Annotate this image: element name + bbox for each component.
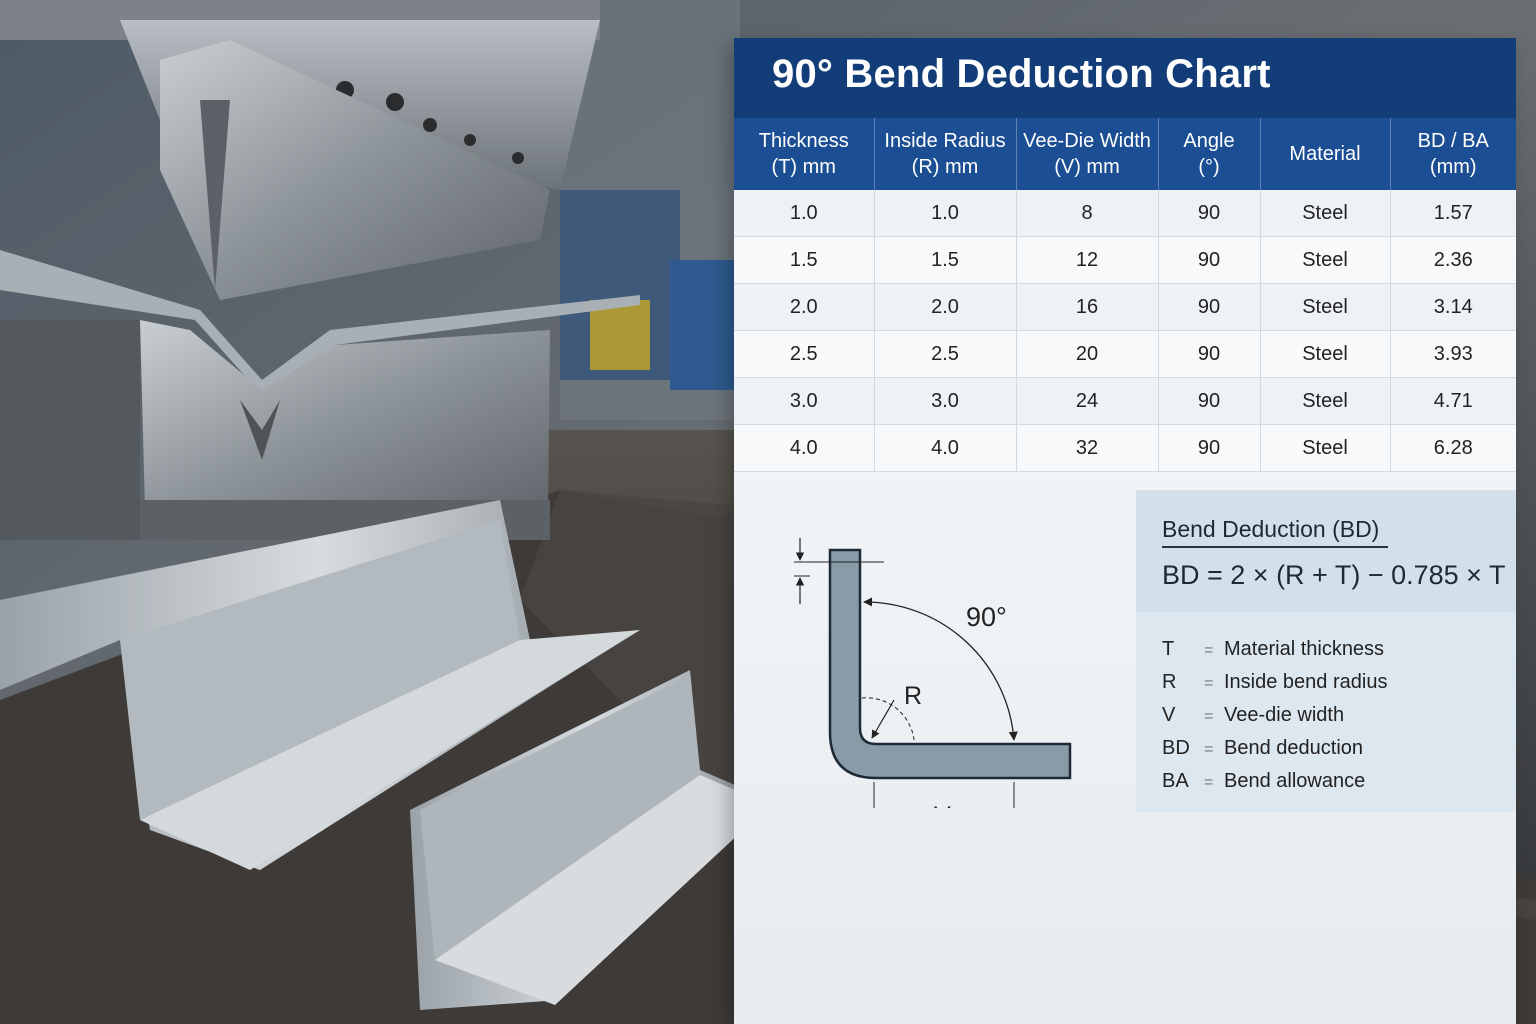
radius-arrow (871, 699, 895, 739)
formula-underline (1162, 546, 1388, 548)
table-cell: 1.0 (874, 190, 1017, 237)
header-angle: Angle (°) (1158, 118, 1261, 190)
legend-item-r: R = Inside bend radius (1162, 671, 1387, 694)
table-cell: 3.93 (1390, 330, 1516, 378)
table-cell: 4.0 (734, 424, 875, 472)
table-cell: 3.0 (874, 377, 1017, 425)
table-row: 1.5 1.5 12 90 Steel 2.36 (734, 236, 1516, 284)
table-cell: 1.5 (874, 236, 1017, 284)
table-cell: 6.28 (1390, 424, 1516, 472)
legend-item-v: V = Vee-die width (1162, 704, 1344, 727)
table-row: 4.0 4.0 32 90 Steel 6.28 (734, 424, 1516, 472)
table-row: 1.0 1.0 8 90 Steel 1.57 (734, 190, 1516, 237)
formula-header: Bend Deduction (BD) BD = 2 × (R + T) − 0… (1136, 490, 1516, 612)
table-cell: 90 (1158, 236, 1261, 284)
table-cell: 2.36 (1390, 236, 1516, 284)
header-bd-ba: BD / BA (mm) (1390, 118, 1516, 190)
table-cell: 12 (1016, 236, 1159, 284)
legend-item-bd: BD = Bend deduction (1162, 737, 1363, 760)
radius-label: R (904, 682, 922, 710)
table-header-row: Thickness (T) mm Inside Radius (R) mm Vee-… (734, 118, 1516, 190)
legend-item-t: T = Material thickness (1162, 638, 1384, 661)
table-cell: 24 (1016, 377, 1159, 425)
legend-meaning: Material thickness (1224, 638, 1385, 660)
legend-symbol: T (1162, 638, 1175, 660)
table-cell: 1.5 (734, 236, 875, 284)
table-cell: Steel (1260, 236, 1391, 284)
table-cell: 20 (1016, 330, 1159, 378)
header-inside-radius: Inside Radius (R) mm (874, 118, 1017, 190)
table-cell: Steel (1260, 424, 1391, 472)
bend-deduction-chart-card: 90° Bend Deduction Chart Thickness (T) mm… (734, 38, 1516, 1024)
bend-diagram: 90° R V (794, 538, 1072, 808)
table-cell: 1.57 (1390, 190, 1516, 237)
legend-symbol: BD (1162, 737, 1190, 759)
table-cell: 90 (1158, 424, 1261, 472)
table-cell: 32 (1016, 424, 1159, 472)
table-cell: 2.0 (874, 283, 1017, 331)
chart-title: 90° Bend Deduction Chart (772, 52, 1271, 96)
table-row: 2.5 2.5 20 90 Steel 3.93 (734, 330, 1516, 378)
bend-deduction-table: Thickness (T) mm Inside Radius (R) mm Vee-… (734, 118, 1516, 472)
legend-equals: = (1204, 708, 1214, 725)
legend-item-ba: BA = Bend allowance (1162, 770, 1365, 793)
table-cell: 16 (1016, 283, 1159, 331)
legend-equals: = (1204, 741, 1214, 758)
legend-equals: = (1204, 642, 1214, 659)
table-cell: Steel (1260, 377, 1391, 425)
header-material: Material (1260, 118, 1391, 190)
legend-symbol: V (1162, 704, 1176, 726)
table-cell: 90 (1158, 283, 1261, 331)
table-cell: 2.5 (734, 330, 875, 378)
formula-title: Bend Deduction (BD) (1162, 516, 1380, 542)
formula-box: Bend Deduction (BD) BD = 2 × (R + T) − 0… (1136, 490, 1516, 812)
table-cell: 4.0 (874, 424, 1017, 472)
table-cell: 1.0 (734, 190, 875, 237)
legend-equals: = (1204, 774, 1214, 791)
legend-meaning: Bend deduction (1224, 737, 1364, 759)
formula-expression: BD = 2 × (R + T) − 0.785 × T (1162, 560, 1506, 590)
table-cell: 90 (1158, 377, 1261, 425)
table-cell: Steel (1260, 190, 1391, 237)
width-label: V (934, 802, 951, 808)
radius-arc (861, 697, 915, 741)
table-cell: 2.5 (874, 330, 1017, 378)
table-cell: 3.0 (734, 377, 875, 425)
table-row: 3.0 3.0 24 90 Steel 4.71 (734, 377, 1516, 425)
table-row: 2.0 2.0 16 90 Steel 3.14 (734, 283, 1516, 331)
table-cell: Steel (1260, 283, 1391, 331)
table-cell: 8 (1016, 190, 1159, 237)
header-vee-die-width: Vee-Die Width (V) mm (1016, 118, 1159, 190)
angle-arc (863, 597, 1018, 741)
legend-symbol: BA (1162, 770, 1189, 792)
table-cell: 2.0 (734, 283, 875, 331)
angle-label: 90° (966, 602, 1007, 632)
table-cell: 3.14 (1390, 283, 1516, 331)
header-thickness: Thickness (T) mm (734, 118, 875, 190)
legend-symbol: R (1162, 671, 1177, 693)
legend-meaning: Inside bend radius (1224, 671, 1388, 693)
table-cell: 90 (1158, 190, 1261, 237)
legend-meaning: Bend allowance (1224, 770, 1366, 792)
title-bar: 90° Bend Deduction Chart (734, 38, 1516, 118)
table-cell: Steel (1260, 330, 1391, 378)
table-cell: 4.71 (1390, 377, 1516, 425)
bent-part-shape (828, 548, 1072, 780)
table-cell: 90 (1158, 330, 1261, 378)
legend-meaning: Vee-die width (1224, 704, 1345, 726)
legend-equals: = (1204, 675, 1214, 692)
